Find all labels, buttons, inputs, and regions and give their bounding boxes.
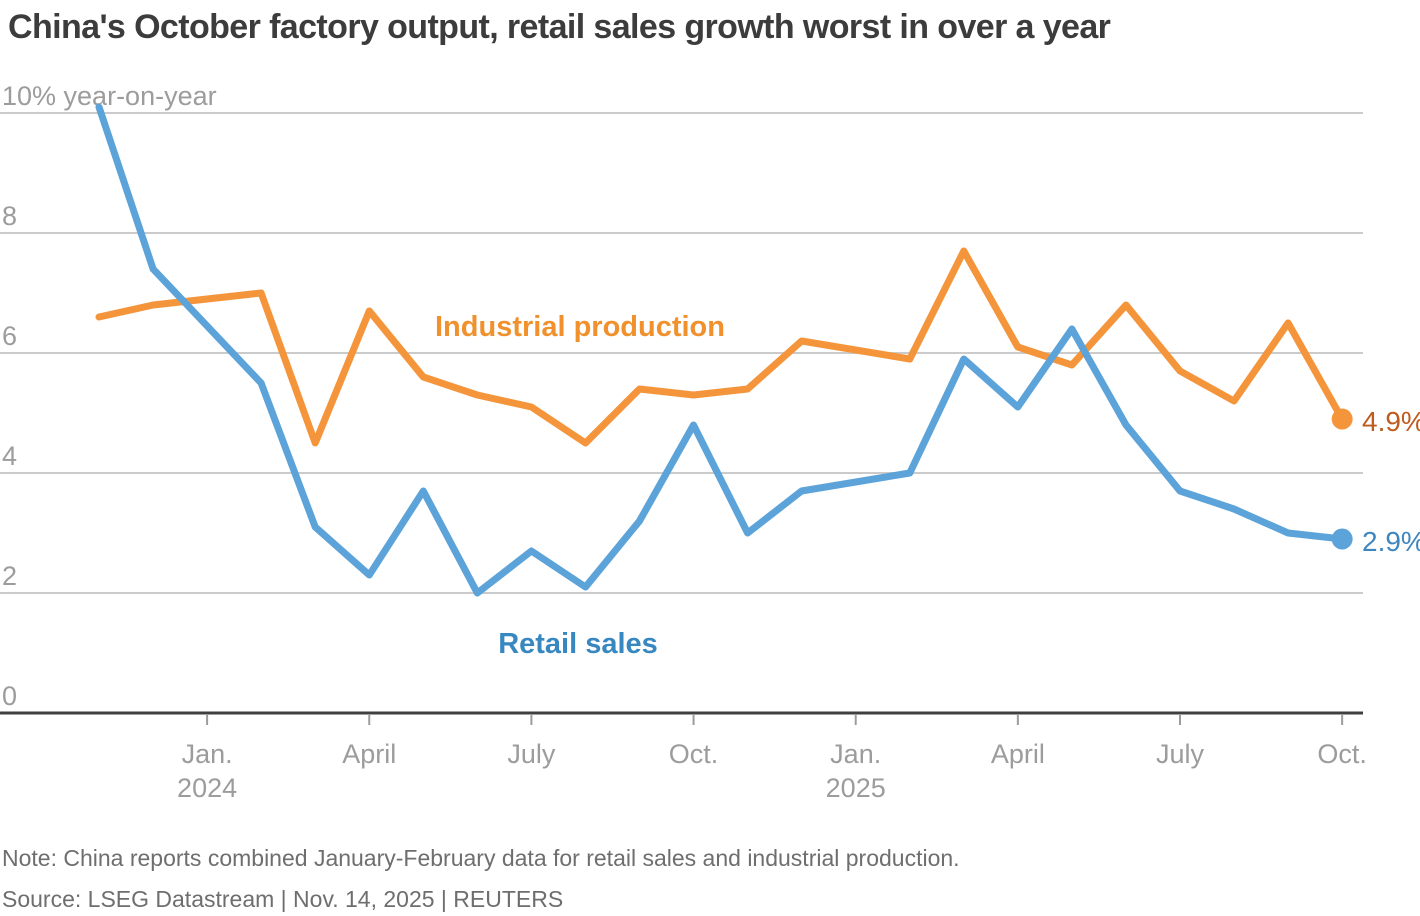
- y-tick-label-8: 8: [2, 201, 17, 231]
- y-tick-label-2: 2: [2, 561, 17, 591]
- y-tick-label-4: 4: [2, 441, 17, 471]
- x-tick-label: Oct.: [669, 739, 719, 769]
- retail-sales-end-value-label: 2.9%: [1362, 526, 1420, 557]
- industrial-production-line: [95, 247, 1346, 447]
- chart-title: China's October factory output, retail s…: [8, 8, 1111, 46]
- x-tick-label: Oct.: [1317, 739, 1367, 769]
- x-tick-label: Jan.: [182, 739, 233, 769]
- y-tick-label-0: 0: [2, 681, 17, 711]
- x-tick-label: Jan.: [830, 739, 881, 769]
- x-tick-year-label: 2024: [177, 773, 237, 803]
- chart-note: Note: China reports combined January-Feb…: [2, 845, 960, 871]
- retail-sales-end-dot: [1331, 528, 1353, 550]
- industrial-production-series-label: Industrial production: [435, 311, 725, 343]
- chart-source: Source: LSEG Datastream | Nov. 14, 2025 …: [2, 886, 564, 912]
- industrial-production-end-dot: [1331, 408, 1353, 430]
- industrial-production-end-value-label: 4.9%: [1362, 406, 1420, 437]
- x-tick-label: July: [1156, 739, 1205, 769]
- y-tick-label-6: 6: [2, 321, 17, 351]
- line-chart: 10% year-on-year 8 6 4 2 0 Jan. 2024 April July Oc…: [0, 81, 1420, 803]
- y-axis-unit-label: 10% year-on-year: [2, 81, 217, 111]
- retail-sales-series-label: Retail sales: [498, 628, 658, 660]
- x-tick-label: July: [507, 739, 556, 769]
- x-tick-label: April: [991, 739, 1045, 769]
- retail-sales-line: [95, 103, 1346, 597]
- x-tick-label: April: [342, 739, 396, 769]
- x-tick-year-label: 2025: [826, 773, 886, 803]
